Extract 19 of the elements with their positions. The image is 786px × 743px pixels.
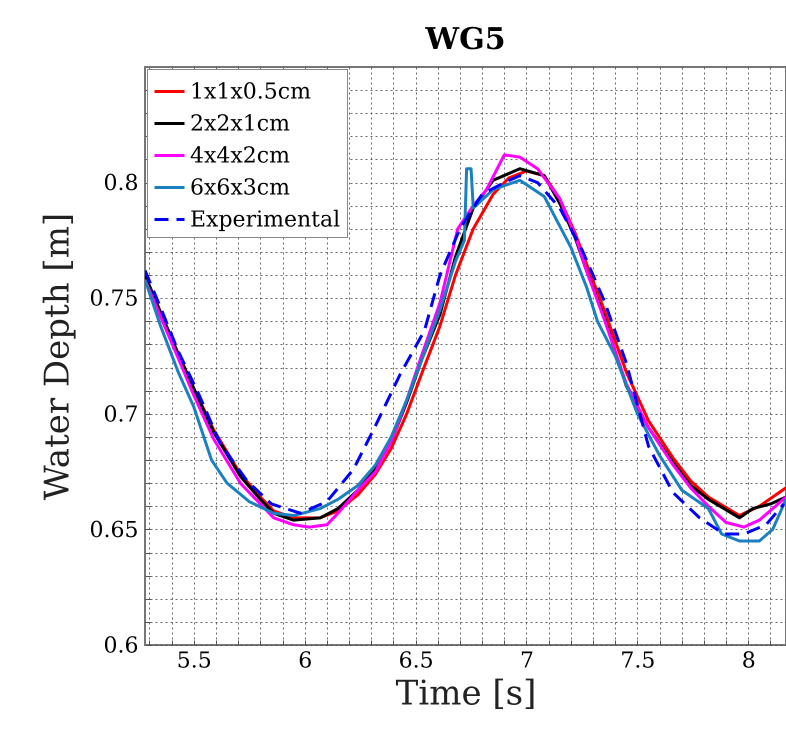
x-axis-title: Time [s] — [396, 674, 536, 714]
legend-label: 1x1x0.5cm — [190, 80, 312, 104]
x-tick-label: 6.5 — [398, 648, 434, 674]
y-tick-label: 0.8 — [104, 171, 138, 196]
legend-label: Experimental — [190, 208, 340, 232]
y-tick-label: 0.75 — [90, 286, 138, 312]
y-tick-label: 0.7 — [104, 402, 138, 428]
x-tick-label: 7.5 — [620, 648, 656, 674]
y-axis-title: Water Depth [m] — [38, 212, 78, 500]
x-tick-label: 7 — [520, 648, 534, 674]
y-tick-label: 0.65 — [90, 518, 138, 543]
x-tick-label: 8 — [742, 648, 756, 674]
legend-label: 4x4x2cm — [190, 144, 290, 168]
x-tick-label: 6 — [298, 648, 312, 674]
chart-title: WG5 — [424, 22, 506, 57]
y-tick-label: 0.6 — [104, 634, 138, 658]
legend-label: 6x6x3cm — [190, 176, 290, 200]
legend-label: 2x2x1cm — [190, 112, 290, 136]
x-tick-label: 5.5 — [176, 648, 212, 674]
